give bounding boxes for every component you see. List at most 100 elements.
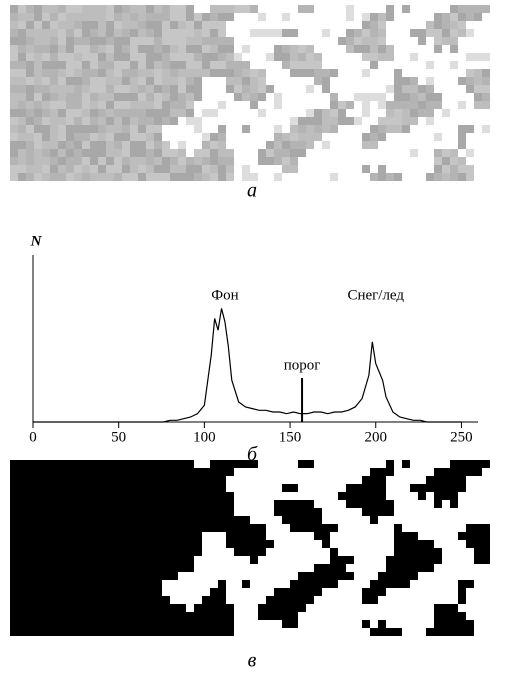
- pixel: [226, 37, 234, 45]
- pixel: [170, 564, 178, 572]
- pixel: [258, 596, 266, 604]
- pixel: [266, 564, 274, 572]
- pixel: [290, 93, 298, 101]
- pixel: [290, 5, 298, 13]
- pixel: [458, 53, 466, 61]
- pixel: [290, 524, 298, 532]
- pixel: [298, 468, 306, 476]
- pixel: [58, 580, 66, 588]
- pixel: [426, 548, 434, 556]
- pixel: [234, 53, 242, 61]
- pixel: [162, 133, 170, 141]
- pixel: [354, 508, 362, 516]
- pixel: [218, 93, 226, 101]
- pixel: [298, 165, 306, 173]
- pixel: [170, 117, 178, 125]
- pixel: [10, 572, 18, 580]
- pixel: [402, 612, 410, 620]
- pixel: [450, 165, 458, 173]
- pixel: [330, 500, 338, 508]
- pixel: [346, 101, 354, 109]
- pixel: [266, 548, 274, 556]
- pixel: [370, 612, 378, 620]
- pixel: [458, 580, 466, 588]
- pixel: [442, 604, 450, 612]
- pixel: [258, 37, 266, 45]
- pixel: [90, 572, 98, 580]
- pixel: [34, 21, 42, 29]
- pixel: [298, 101, 306, 109]
- pixel: [346, 508, 354, 516]
- pixel: [106, 165, 114, 173]
- pixel: [226, 117, 234, 125]
- pixel: [314, 524, 322, 532]
- pixel: [450, 516, 458, 524]
- pixel: [154, 149, 162, 157]
- pixel: [82, 540, 90, 548]
- pixel: [290, 69, 298, 77]
- pixel: [18, 117, 26, 125]
- pixel: [122, 628, 130, 636]
- pixel: [42, 540, 50, 548]
- pixel: [330, 532, 338, 540]
- pixel: [114, 13, 122, 21]
- pixel: [394, 468, 402, 476]
- pixel: [162, 45, 170, 53]
- pixel: [466, 85, 474, 93]
- pixel: [138, 133, 146, 141]
- pixel: [402, 141, 410, 149]
- pixel: [402, 157, 410, 165]
- pixel: [290, 29, 298, 37]
- pixel: [154, 612, 162, 620]
- pixel: [210, 173, 218, 181]
- pixel: [218, 532, 226, 540]
- pixel: [74, 596, 82, 604]
- pixel: [306, 157, 314, 165]
- pixel: [106, 133, 114, 141]
- pixel: [402, 516, 410, 524]
- pixel: [146, 117, 154, 125]
- pixel: [34, 109, 42, 117]
- pixel: [50, 596, 58, 604]
- pixel: [450, 21, 458, 29]
- pixel: [482, 93, 490, 101]
- pixel: [178, 628, 186, 636]
- pixel: [186, 580, 194, 588]
- pixel: [370, 516, 378, 524]
- pixel: [466, 165, 474, 173]
- pixel: [442, 508, 450, 516]
- pixel: [218, 45, 226, 53]
- pixel: [210, 101, 218, 109]
- pixel: [18, 628, 26, 636]
- pixel: [90, 580, 98, 588]
- pixel: [434, 37, 442, 45]
- pixel: [90, 484, 98, 492]
- pixel: [474, 508, 482, 516]
- pixel: [74, 5, 82, 13]
- pixel: [210, 149, 218, 157]
- pixel: [194, 628, 202, 636]
- pixel: [386, 468, 394, 476]
- pixel: [10, 588, 18, 596]
- pixel: [298, 524, 306, 532]
- pixel: [130, 532, 138, 540]
- pixel: [314, 45, 322, 53]
- pixel: [242, 532, 250, 540]
- pixel: [50, 484, 58, 492]
- pixel: [394, 564, 402, 572]
- pixel: [386, 460, 394, 468]
- pixel: [146, 612, 154, 620]
- pixel: [402, 492, 410, 500]
- pixel: [26, 157, 34, 165]
- pixel: [330, 556, 338, 564]
- pixel: [362, 157, 370, 165]
- pixel: [82, 133, 90, 141]
- pixel: [154, 628, 162, 636]
- pixel: [482, 564, 490, 572]
- pixel: [186, 604, 194, 612]
- pixel: [154, 460, 162, 468]
- pixel: [242, 109, 250, 117]
- pixel: [218, 29, 226, 37]
- pixel: [66, 484, 74, 492]
- pixel: [386, 117, 394, 125]
